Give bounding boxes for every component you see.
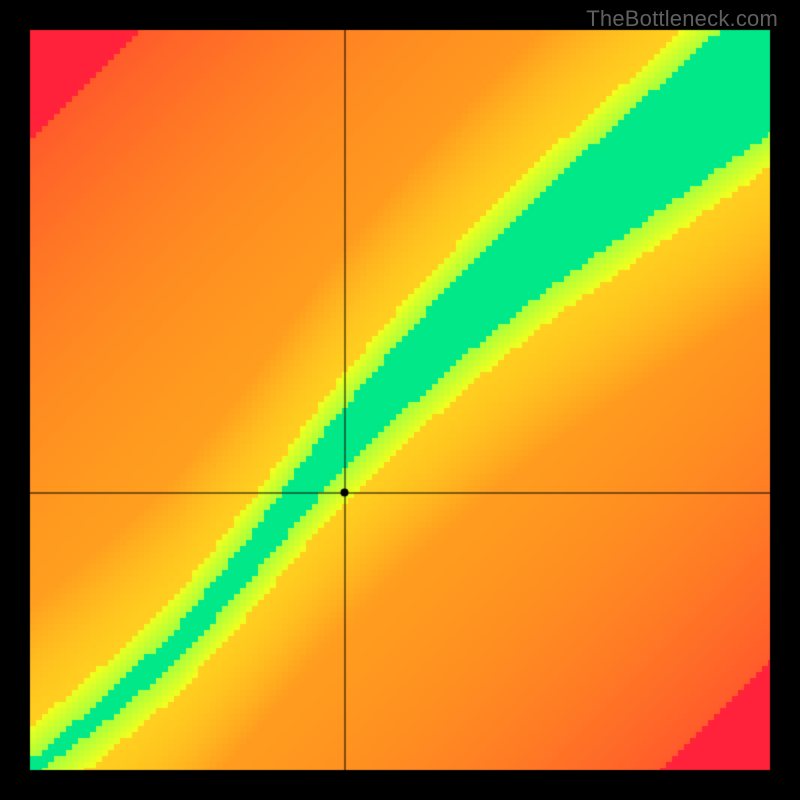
bottleneck-heatmap [0, 0, 800, 800]
watermark-text: TheBottleneck.com [586, 6, 778, 32]
chart-container: TheBottleneck.com [0, 0, 800, 800]
